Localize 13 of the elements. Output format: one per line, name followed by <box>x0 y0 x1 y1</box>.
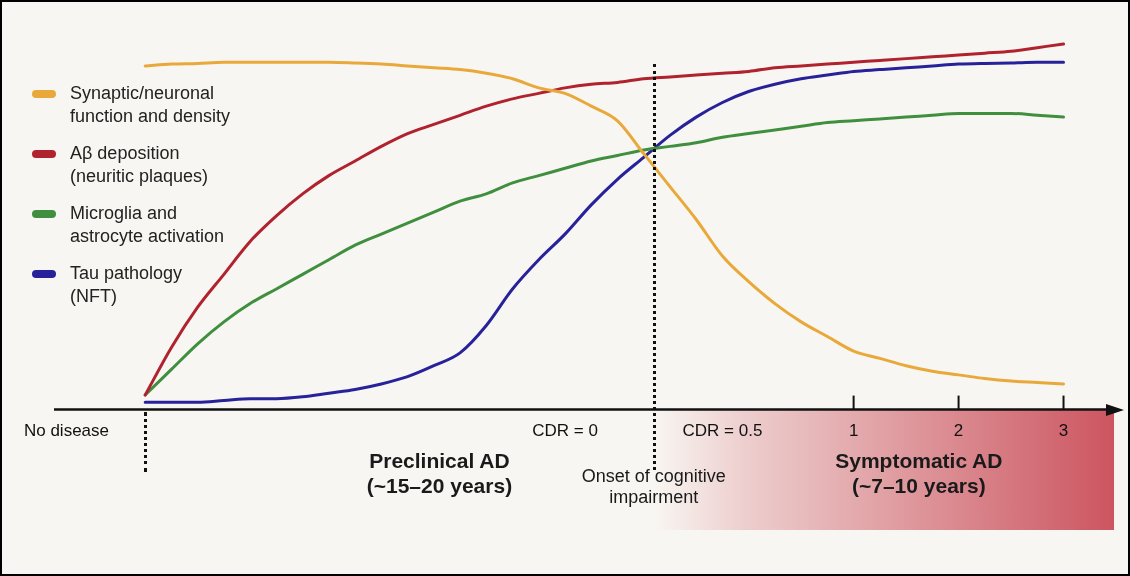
x-tick-label: No disease <box>23 421 110 441</box>
x-tick-label: CDR = 0.5 <box>682 421 763 441</box>
legend-label: Aβ deposition (neuritic plaques) <box>70 142 210 188</box>
text: Onset of cognitive impairment <box>580 465 727 509</box>
x-tick-label: 2 <box>953 421 964 441</box>
x-tick-label: 1 <box>848 421 859 441</box>
legend-label: Microglia and astrocyte activation <box>70 202 226 248</box>
legend-label: Synaptic/neuronal function and density <box>70 82 232 128</box>
x-tick-label: 3 <box>1058 421 1069 441</box>
text: Symptomatic AD (~7–10 years) <box>834 447 1004 498</box>
text: Preclinical AD (~15–20 years) <box>365 447 514 498</box>
legend-label: Tau pathology (NFT) <box>70 262 184 308</box>
x-tick-label: CDR = 0 <box>532 421 598 441</box>
